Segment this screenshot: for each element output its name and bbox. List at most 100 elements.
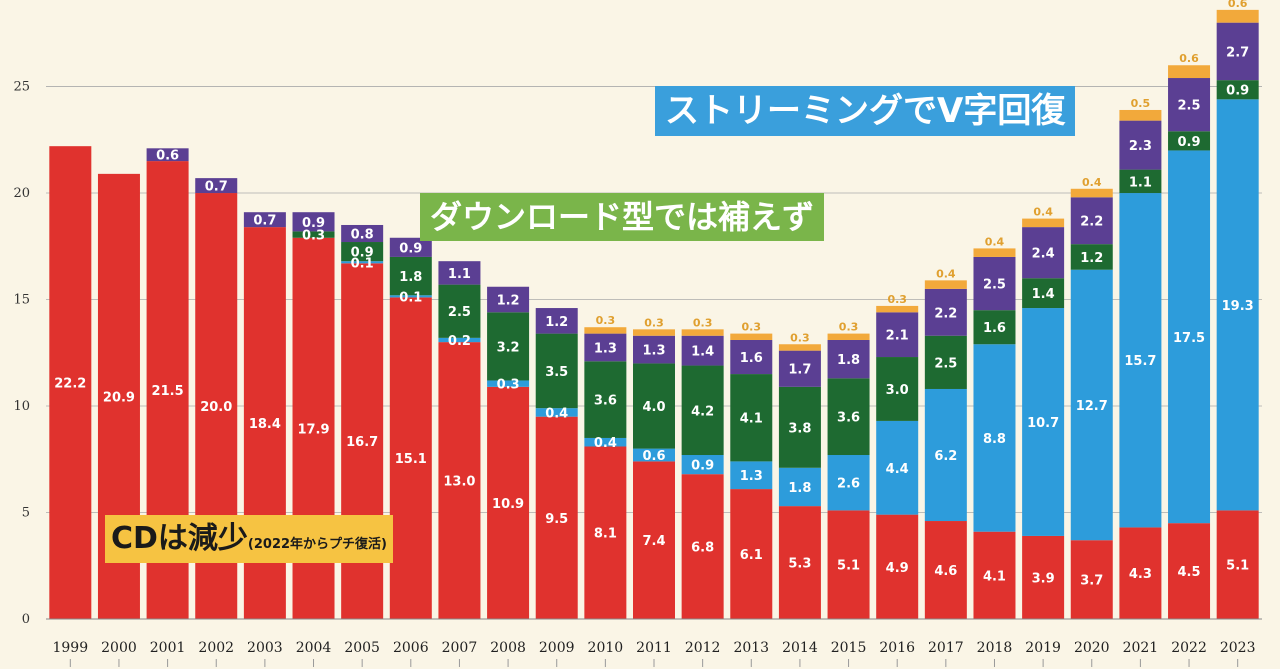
bar-segment-top [1216,9,1259,23]
bar-segment-vinyl-other [973,256,1016,311]
bar-value-label: 4.1 [983,569,1006,584]
bar-value-label: 0.5 [1131,97,1151,110]
bar-segment-streaming [730,461,773,490]
bar-segment-streaming [1168,150,1211,524]
bar-segment-vinyl-other [681,335,724,366]
bar-segment-vinyl-other [292,212,335,232]
bar-segment-download [1168,131,1211,151]
bar-segment-streaming [1216,99,1259,511]
bar-segment-vinyl-other [1022,227,1065,279]
bar-segment-top [1070,188,1113,198]
bar-value-label: 0.9 [302,216,325,231]
bar-value-label: 0.6 [642,449,665,464]
bar-value-label: 0.4 [545,406,568,421]
bar-value-label: 2.1 [886,329,909,344]
bar-segment-streaming [535,408,578,417]
bar-segment-download [341,242,384,262]
cd-annotation-sub: (2022年からプチ復活) [247,537,387,552]
bar-value-label: 2.2 [934,306,957,321]
bar-value-label: 9.5 [545,512,568,527]
y-tick-label: 15 [13,293,30,308]
bar-value-label: 22.2 [54,377,86,392]
bar-value-label: 0.7 [205,180,228,195]
bar-value-label: 4.4 [886,462,909,477]
bar-segment-streaming [584,437,627,447]
bar-value-label: 0.9 [399,241,422,256]
bar-segment-streaming [487,380,530,387]
bar-segment-download [535,333,578,409]
bar-segment-vinyl-other [876,312,919,358]
bar-value-label: 0.3 [644,316,664,329]
bar-segment-cd [487,386,530,619]
bar-value-label: 3.0 [886,383,909,398]
bar-segment-vinyl-other [535,308,578,334]
bar-segment-streaming [633,448,675,462]
x-tick-label: 1999 [52,640,88,656]
x-tick-label: 2006 [393,640,429,656]
bar-segment-cd [584,446,627,619]
y-tick-label: 25 [13,80,30,95]
bar-segment-vinyl-other [389,237,432,257]
bar-segment-download [633,363,675,449]
bar-value-label: 4.6 [934,564,957,579]
bar-value-label: 3.8 [788,421,811,436]
cd-annotation: CDは減少(2022年からプチ復活) [105,515,393,563]
bar-value-label: 0.4 [1082,176,1102,189]
bar-segment-cd [438,342,481,619]
x-tick-label: 2004 [296,640,332,656]
bar-value-label: 0.9 [691,459,714,474]
bar-value-label: 0.9 [351,246,374,261]
bar-value-label: 0.4 [1033,206,1053,219]
bar-value-label: 1.4 [691,345,714,360]
bar-segment-cd [778,506,821,619]
bar-segment-vinyl-other [146,148,189,162]
bar-value-label: 1.6 [983,321,1006,336]
bar-value-label: 2.4 [1032,247,1055,262]
bar-value-label: 10.9 [492,497,524,512]
bar-value-label: 13.0 [443,475,475,490]
bar-segment-cd [535,416,578,619]
bar-value-label: 1.8 [399,270,422,285]
bar-value-label: 2.3 [1129,139,1152,154]
bar-segment-download [487,312,530,381]
bar-segment-vinyl-other [438,261,481,285]
bar-segment-vinyl-other [584,333,627,362]
bar-value-label: 0.3 [596,314,616,327]
bar-value-label: 1.4 [1032,287,1055,302]
bar-segment-cd [924,521,967,619]
bar-value-label: 1.3 [642,344,665,359]
bar-segment-download [876,357,919,421]
bar-value-label: 5.3 [788,557,811,572]
bar-segment-streaming [1070,269,1113,541]
bar-segment-vinyl-other [633,335,675,364]
bar-segment-top [633,329,675,336]
bar-value-label: 5.1 [1226,559,1249,574]
bar-segment-cd [681,474,724,619]
bar-value-label: 1.1 [1129,175,1152,190]
bar-segment-top [827,333,870,340]
bar-value-label: 4.1 [740,412,763,427]
x-tick-label: 2023 [1220,640,1256,656]
x-tick-label: 2009 [539,640,575,656]
bar-segment-download [1119,169,1162,194]
bar-segment-cd [973,531,1016,619]
bar-value-label: 4.3 [1129,567,1152,582]
bar-value-label: 0.9 [1226,84,1249,99]
bar-segment-top [681,329,724,336]
bar-value-label: 1.8 [837,353,860,368]
bar-value-label: 6.1 [740,548,763,563]
bar-segment-streaming [1022,308,1065,536]
bar-value-label: 4.9 [886,561,909,576]
bar-value-label: 1.2 [497,294,520,309]
x-tick-label: 2008 [490,640,526,656]
bar-segment-vinyl-other [487,286,530,313]
bar-value-label: 3.6 [837,411,860,426]
bar-segment-download [973,310,1016,345]
bar-segment-top [1022,218,1065,228]
y-tick-label: 0 [22,612,30,627]
bar-segment-download [389,256,432,296]
bar-value-label: 1.3 [740,469,763,484]
bar-value-label: 2.5 [1178,99,1201,114]
bar-segment-top [584,327,627,334]
bar-value-label: 0.6 [156,149,179,164]
